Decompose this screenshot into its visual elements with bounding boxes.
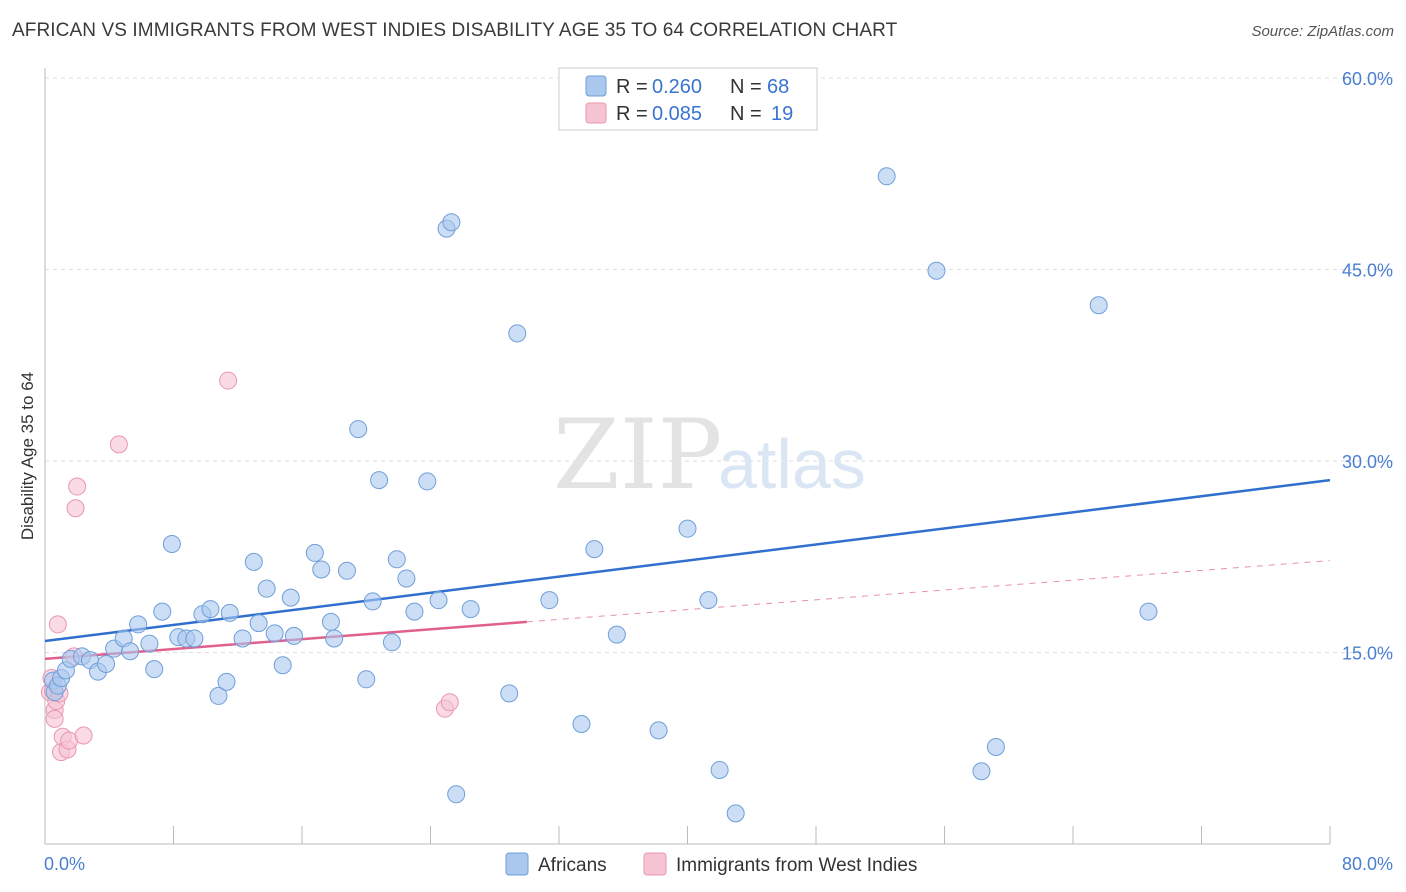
point-africans — [209, 686, 228, 705]
correlation-legend: R = 0.260 N = 68 R = 0.085 N = 19 — [558, 67, 818, 131]
point-africans — [500, 684, 519, 703]
point-west-indies — [48, 615, 67, 634]
point-africans — [185, 629, 204, 648]
point-africans — [540, 591, 559, 610]
point-africans — [972, 762, 991, 781]
chart-title: AFRICAN VS IMMIGRANTS FROM WEST INDIES D… — [12, 20, 898, 41]
point-africans — [162, 534, 181, 553]
legend-r-value-africans: 0.260 — [652, 76, 702, 98]
watermark-atlas: atlas — [718, 425, 866, 503]
point-africans — [429, 591, 448, 610]
trendline-west-indies — [526, 560, 1331, 623]
point-africans — [273, 656, 292, 675]
point-africans — [461, 600, 480, 619]
bottom-legend-swatch-west-indies — [643, 852, 667, 876]
bottom-legend-swatch-africans — [505, 852, 529, 876]
point-africans — [649, 721, 668, 740]
axis-layer: 15.0% 30.0% 45.0% 60.0% 0.0% 80.0% — [44, 68, 1393, 874]
point-africans — [370, 471, 389, 490]
y-tick-label: 45.0% — [1342, 261, 1393, 281]
legend-r-label-africans: R = — [616, 76, 648, 98]
point-africans — [699, 591, 718, 610]
y-tick-label: 60.0% — [1342, 69, 1393, 89]
x-tick-label-max: 80.0% — [1342, 854, 1393, 874]
point-west-indies — [219, 371, 238, 390]
watermark: ZIP atlas — [553, 399, 866, 511]
point-africans — [607, 625, 626, 644]
point-africans — [382, 633, 401, 652]
legend-n-value-west-indies: 19 — [771, 103, 793, 125]
point-west-indies — [440, 693, 459, 712]
point-west-indies — [74, 726, 93, 745]
point-africans — [321, 612, 340, 631]
legend-swatch-west-indies — [585, 102, 607, 124]
point-africans — [129, 615, 148, 634]
legend-swatch-africans — [585, 75, 607, 97]
bottom-legend-label-africans: Africans — [538, 855, 607, 876]
legend-n-label-africans: N = — [730, 76, 762, 98]
point-africans — [1139, 602, 1158, 621]
point-africans — [585, 540, 604, 559]
point-west-indies — [109, 435, 128, 454]
point-africans — [349, 420, 368, 439]
point-africans — [572, 714, 591, 733]
point-africans — [97, 654, 116, 673]
y-tick-label: 15.0% — [1342, 644, 1393, 664]
point-africans — [678, 519, 697, 538]
point-africans — [305, 543, 324, 562]
point-africans — [357, 670, 376, 689]
point-africans — [201, 600, 220, 619]
point-africans — [265, 624, 284, 643]
point-africans — [217, 672, 236, 691]
point-west-indies — [45, 709, 64, 728]
point-africans — [140, 634, 159, 653]
y-axis-label: Disability Age 35 to 64 — [18, 372, 37, 540]
point-africans — [1089, 296, 1108, 315]
point-africans — [447, 785, 466, 804]
point-africans — [220, 603, 239, 622]
point-africans — [877, 167, 896, 186]
legend-r-value-west-indies: 0.085 — [652, 103, 702, 125]
point-africans — [397, 569, 416, 588]
point-africans — [249, 614, 268, 633]
series-legend: Africans Immigrants from West Indies — [505, 852, 917, 876]
point-africans — [233, 629, 252, 648]
point-africans — [363, 592, 382, 611]
x-tick-label-min: 0.0% — [44, 854, 85, 874]
point-africans — [387, 550, 406, 569]
point-africans — [418, 472, 437, 491]
point-africans — [710, 760, 729, 779]
point-africans — [405, 602, 424, 621]
point-africans — [153, 602, 172, 621]
y-tick-label: 30.0% — [1342, 452, 1393, 472]
point-africans — [145, 660, 164, 679]
legend-r-label-west-indies: R = — [616, 103, 648, 125]
legend-n-value-africans: 68 — [767, 76, 789, 98]
point-africans — [257, 579, 276, 598]
point-west-indies — [66, 499, 85, 518]
point-africans — [244, 552, 263, 571]
point-africans — [312, 560, 331, 579]
point-africans — [442, 213, 461, 232]
bottom-legend-label-west-indies: Immigrants from West Indies — [676, 855, 917, 876]
point-africans — [121, 642, 140, 661]
point-africans — [726, 804, 745, 823]
point-africans — [927, 261, 946, 280]
watermark-zip: ZIP — [553, 399, 722, 511]
point-africans — [986, 737, 1005, 756]
chart-source: Source: ZipAtlas.com — [1251, 23, 1394, 40]
point-west-indies — [68, 477, 87, 496]
point-africans — [325, 629, 344, 648]
point-africans — [284, 626, 303, 645]
point-africans — [337, 561, 356, 580]
point-africans — [281, 588, 300, 607]
series-africans-points — [44, 167, 1158, 823]
point-africans — [508, 324, 527, 343]
legend-n-label-west-indies: N = — [730, 103, 762, 125]
